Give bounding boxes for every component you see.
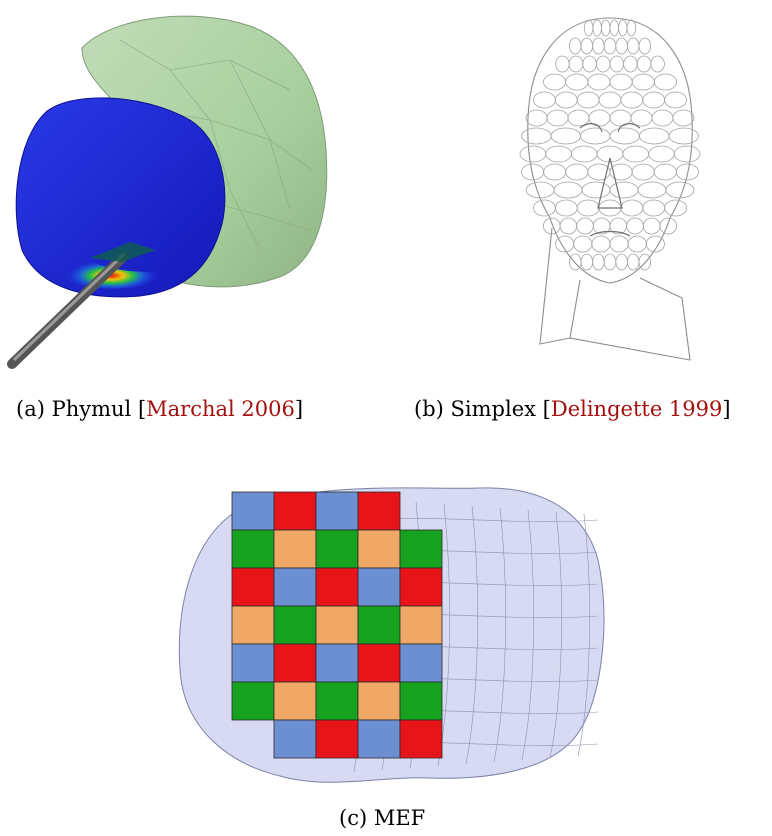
fem-element [273,605,317,645]
fem-element [399,529,443,569]
fem-element [231,605,275,645]
fem-element [315,567,359,607]
fem-element [231,643,275,683]
blue-organ-surface [15,97,226,298]
citation-link[interactable]: Delingette 1999 [550,397,723,421]
fem-element [273,643,317,683]
fem-element [273,719,317,759]
simplex-head-mesh [510,8,710,368]
fem-element [231,681,275,721]
fem-element [231,491,275,531]
fem-element [357,605,401,645]
fem-element [357,491,401,531]
fem-element [399,605,443,645]
fem-element [315,605,359,645]
fem-element [231,567,275,607]
fem-element [273,567,317,607]
fem-element [231,529,275,569]
fem-element [315,529,359,569]
fem-element [357,529,401,569]
fem-element [273,491,317,531]
fem-element [273,681,317,721]
fem-element [399,643,443,683]
fem-element [315,643,359,683]
fem-element [399,719,443,759]
caption-a: (a) Phymul [Marchal 2006] [16,397,304,421]
fem-element [315,719,359,759]
fem-element [357,681,401,721]
fem-element [273,529,317,569]
fem-element [357,567,401,607]
caption-b: (b) Simplex [Delingette 1999] [414,397,731,421]
fem-element [315,491,359,531]
fem-element [315,681,359,721]
fem-element [399,567,443,607]
phymul-render [0,0,340,370]
fem-element [357,643,401,683]
fem-element [357,719,401,759]
fem-element [399,681,443,721]
fem-mesh [160,480,610,810]
citation-link[interactable]: Marchal 2006 [146,397,295,421]
caption-c: (c) MEF [339,806,426,830]
